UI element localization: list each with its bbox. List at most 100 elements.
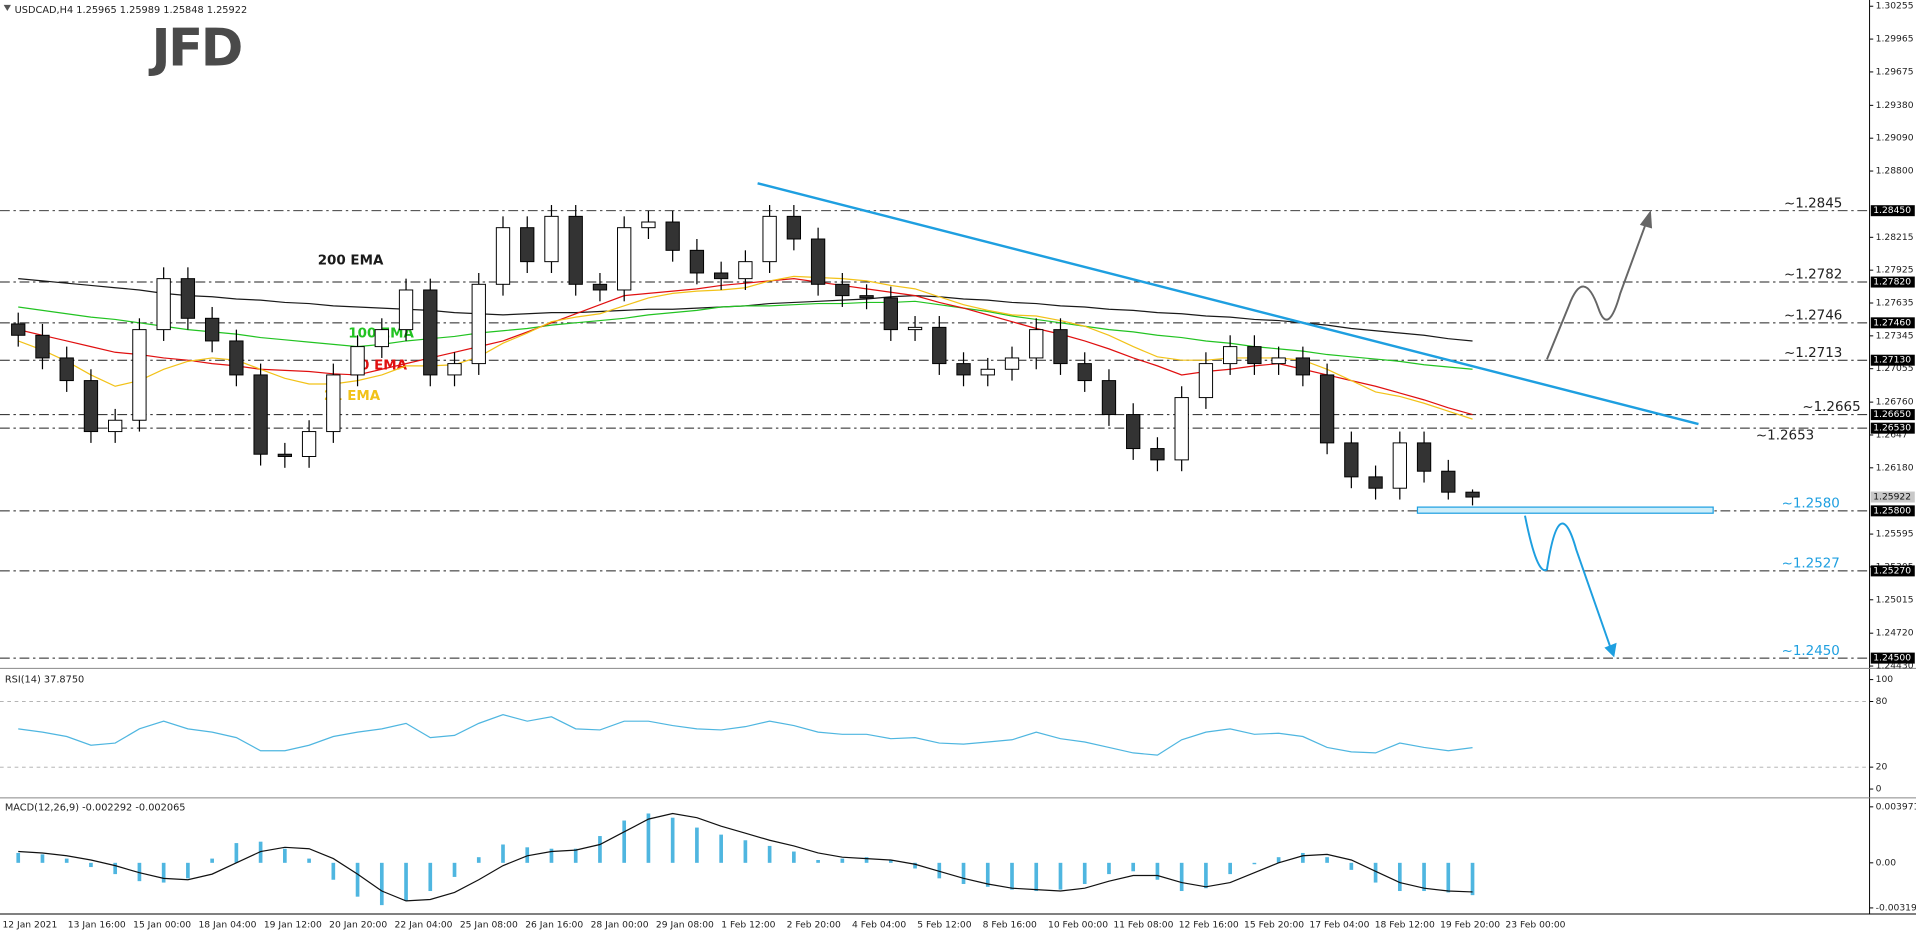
bullish-scenario-arrow: [1546, 219, 1649, 360]
y-tick-label: 1.26180: [1876, 462, 1914, 473]
candle-body: [1441, 470, 1456, 493]
candle-body: [544, 215, 559, 263]
candle-body: [617, 227, 632, 291]
macd-bar: [767, 845, 772, 863]
x-tick-label: 25 Jan 08:00: [460, 920, 518, 931]
candle-body: [108, 419, 123, 433]
macd-bar: [1325, 857, 1329, 863]
candle-body: [326, 374, 341, 433]
x-tick-label: 13 Jan 16:00: [68, 920, 126, 931]
support-zone: [1416, 506, 1714, 514]
last-price-label: 1.25922: [1873, 492, 1911, 503]
candle-body: [568, 215, 583, 285]
candle-body: [1319, 374, 1335, 444]
x-tick-label: 5 Feb 12:00: [917, 920, 971, 931]
level-label: ~1.2746: [1784, 308, 1842, 323]
candle-body: [35, 334, 50, 359]
y-tick-label: 1.28215: [1876, 232, 1914, 243]
candle-body: [1029, 329, 1044, 359]
macd-bar: [161, 862, 166, 883]
candle-body: [810, 238, 826, 285]
macd-bar: [1373, 862, 1378, 883]
y-tick-label: 100: [1876, 674, 1894, 685]
candle-body: [1004, 357, 1020, 370]
candle-body: [689, 249, 705, 274]
level-price-box: [1870, 276, 1915, 288]
candle-body: [713, 272, 729, 280]
macd-bar: [1276, 857, 1281, 863]
candle-body: [132, 329, 147, 421]
macd-bar: [792, 851, 796, 863]
candle-body: [980, 368, 995, 376]
macd-bar: [452, 862, 457, 877]
macd-bar: [1058, 862, 1063, 890]
candle-body: [83, 380, 99, 433]
candle-body: [1053, 329, 1068, 365]
arrow-head: [1604, 642, 1617, 658]
y-tick-label: 1.2647: [1876, 429, 1908, 440]
candle-body: [423, 289, 438, 376]
y-tick-label: 1.29965: [1876, 34, 1914, 45]
level-label: ~1.2580: [1782, 497, 1840, 512]
macd-bar: [646, 813, 651, 863]
level-label: ~1.2782: [1784, 268, 1842, 283]
x-tick-label: 23 Feb 00:00: [1505, 920, 1565, 931]
level-price-box: [1870, 317, 1915, 329]
macd-bar: [985, 862, 990, 887]
level-price-box: [1870, 409, 1915, 421]
candle-body: [956, 363, 971, 376]
macd-bar: [695, 827, 699, 863]
candle-body: [859, 295, 874, 299]
levels: ~1.2845 ~1.2782 ~1.2746 ~1.2713 ~1.2665 ~1.26…: [0, 196, 1870, 659]
level-price-box: [1870, 652, 1915, 664]
candle-body: [180, 278, 196, 319]
candle-body: [495, 227, 511, 285]
macd-bar: [113, 862, 118, 875]
trendline: [757, 182, 1699, 426]
level-price-label: 1.27460: [1873, 317, 1911, 328]
y-tick-label: 1.24430: [1876, 661, 1914, 672]
level-label: ~1.2527: [1782, 557, 1840, 572]
candle-body: [253, 374, 268, 455]
ema-label: 50 EMA: [351, 358, 408, 373]
candle-body: [471, 283, 486, 365]
macd-bar: [1470, 862, 1475, 896]
y-tick-label: 0.00: [1876, 857, 1897, 868]
candle-body: [204, 317, 220, 342]
candle-body: [592, 283, 608, 291]
candles: [11, 205, 1480, 506]
macd-bar: [283, 848, 287, 863]
y-tick-label: 1.24720: [1876, 628, 1914, 639]
macd-title: MACD(12,26,9) -0.002292 -0.002065: [5, 803, 186, 814]
candle-body: [374, 329, 389, 348]
macd-signal-line: [18, 812, 1473, 902]
x-tick-label: 18 Feb 12:00: [1375, 920, 1435, 931]
candle-body: [665, 221, 680, 251]
y-tick-label: 1.27635: [1876, 298, 1914, 309]
candle-body: [1392, 442, 1407, 489]
rsi-title: RSI(14) 37.8750: [5, 674, 84, 685]
macd-bar: [1252, 862, 1257, 865]
y-tick-label: 1.28800: [1876, 166, 1914, 177]
y-tick-label: 0: [1876, 784, 1882, 795]
chart-title: USDCAD,H4 1.25965 1.25989 1.25848 1.2592…: [15, 5, 248, 16]
candle-body: [738, 261, 753, 280]
candle-body: [156, 278, 171, 331]
x-tick-label: 12 Jan 2021: [2, 920, 57, 931]
y-tick-label: 1.29380: [1876, 100, 1914, 111]
level-price-box: [1870, 505, 1915, 517]
level-price-label: 1.25270: [1873, 565, 1911, 576]
level-price-box: [1870, 422, 1915, 434]
level-price-label: 1.28450: [1873, 205, 1911, 216]
x-tick-label: 2 Feb 20:00: [787, 920, 841, 931]
level-label: ~1.2653: [1756, 429, 1814, 444]
candle-body: [59, 357, 74, 382]
macd-bar: [1082, 862, 1087, 884]
macd-bar: [549, 848, 554, 863]
macd-bar: [379, 862, 384, 906]
candle-body: [641, 221, 656, 229]
candle-body: [1271, 357, 1286, 365]
macd-bar: [937, 862, 942, 879]
